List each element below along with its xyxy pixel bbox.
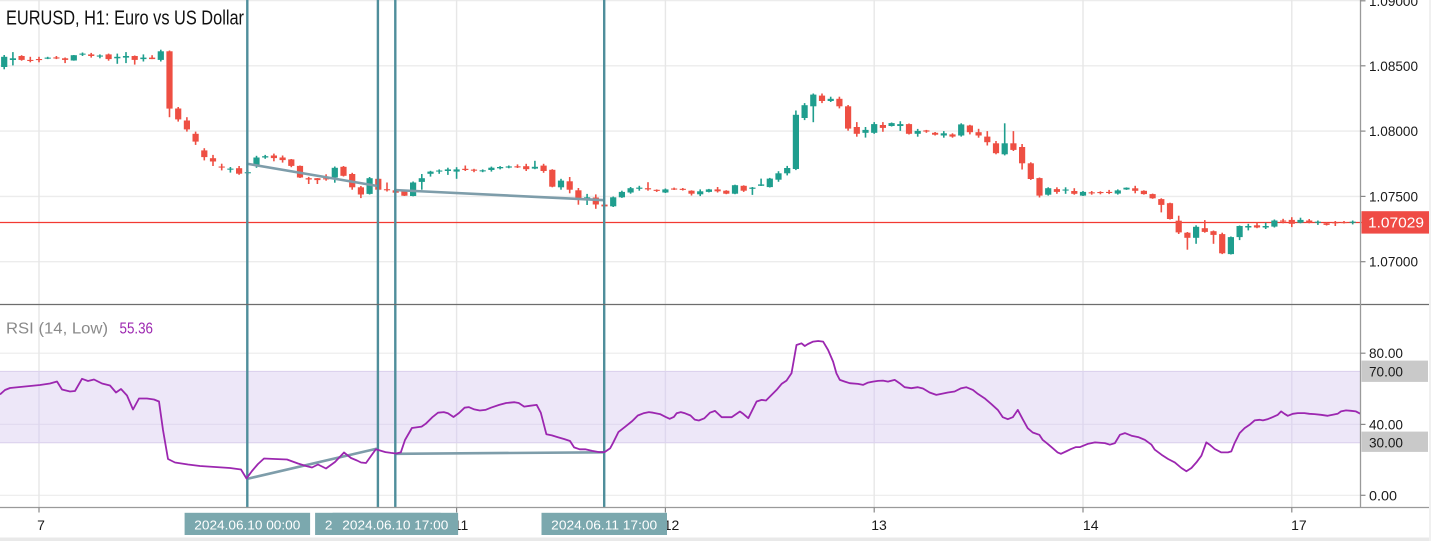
svg-text:30.00: 30.00: [1369, 434, 1403, 450]
svg-text:55.36: 55.36: [120, 321, 154, 338]
svg-text:EURUSD, H1: Euro vs US Dollar: EURUSD, H1: Euro vs US Dollar: [6, 8, 244, 30]
svg-text:1.08500: 1.08500: [1369, 58, 1418, 74]
svg-text:7: 7: [37, 517, 45, 533]
svg-text:70.00: 70.00: [1369, 363, 1403, 379]
svg-text:17: 17: [1291, 517, 1307, 533]
svg-text:2024.06.11 17:00: 2024.06.11 17:00: [551, 518, 657, 533]
svg-text:1.07029: 1.07029: [1368, 216, 1424, 232]
svg-text:2024.06.10 17:00: 2024.06.10 17:00: [342, 518, 448, 533]
svg-text:0.00: 0.00: [1369, 487, 1397, 503]
svg-text:40.00: 40.00: [1369, 416, 1403, 432]
svg-text:1.09000: 1.09000: [1369, 0, 1418, 9]
svg-text:1.08000: 1.08000: [1369, 123, 1418, 139]
svg-text:13: 13: [871, 517, 887, 533]
svg-text:80.00: 80.00: [1369, 345, 1403, 361]
svg-text:1.07000: 1.07000: [1369, 254, 1418, 270]
svg-text:1.07500: 1.07500: [1369, 188, 1418, 204]
svg-text:RSI (14, Low): RSI (14, Low): [6, 321, 108, 338]
svg-text:2024.06.10 00:00: 2024.06.10 00:00: [194, 518, 300, 533]
svg-text:14: 14: [1083, 517, 1099, 533]
